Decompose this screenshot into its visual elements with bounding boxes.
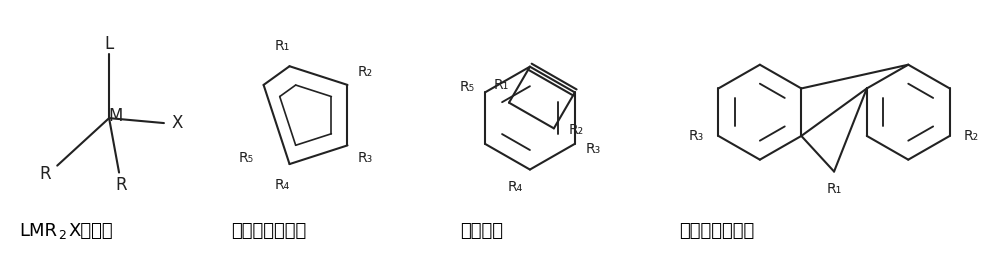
Text: R₂: R₂ <box>358 65 373 79</box>
Text: R₄: R₄ <box>507 180 523 194</box>
Text: 2: 2 <box>58 229 66 242</box>
Text: R₁: R₁ <box>275 39 290 53</box>
Text: X: X <box>171 114 183 132</box>
Text: R₁: R₁ <box>826 182 842 196</box>
Text: R: R <box>39 164 51 183</box>
Text: R: R <box>115 176 127 195</box>
Text: R₂: R₂ <box>964 129 979 143</box>
Text: X结构式: X结构式 <box>68 222 113 240</box>
Text: R₁: R₁ <box>493 78 509 92</box>
Text: R₃: R₃ <box>585 142 600 156</box>
Text: R₅: R₅ <box>459 81 475 95</box>
Text: R₃: R₃ <box>689 129 704 143</box>
Text: LMR: LMR <box>19 222 57 240</box>
Text: R₄: R₄ <box>275 178 290 192</box>
Text: R₅: R₅ <box>238 151 253 165</box>
Text: 芴基配体结构式: 芴基配体结构式 <box>680 222 755 240</box>
Text: M: M <box>108 107 122 125</box>
Text: L: L <box>104 35 114 53</box>
Text: R₂: R₂ <box>568 123 583 137</box>
Text: 环戊二烯基配体: 环戊二烯基配体 <box>231 222 306 240</box>
Text: R₃: R₃ <box>358 151 373 165</box>
Text: 茚基配体: 茚基配体 <box>460 222 503 240</box>
